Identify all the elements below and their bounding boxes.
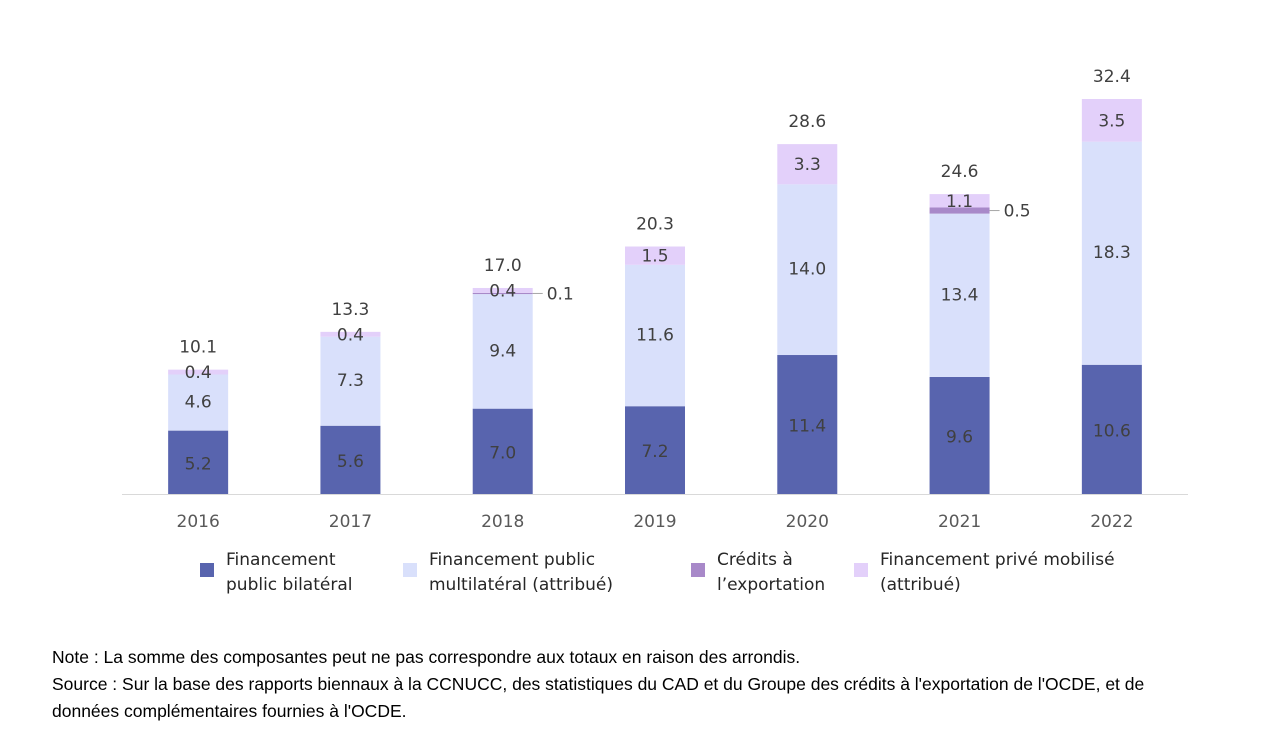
total-label-2020: 28.6 [788,112,826,132]
legend-label-bilateral: Financement public bilatéral [226,550,353,595]
bar-segment-private-2016 [168,369,229,375]
data-label-bilateral-2016: 5.2 [185,454,212,474]
total-label-2017: 13.3 [331,300,369,320]
bar-segment-bilateral-2019 [625,406,685,494]
total-label-2019: 20.3 [636,215,674,235]
bar-segment-export-credits-2021 [929,207,990,214]
chart-notes: Note : La somme des composantes peut ne … [52,644,1277,725]
data-label-bilateral-2021: 9.6 [946,427,973,447]
bar-segment-multilateral-2018 [472,294,533,409]
data-label-private-2017: 0.4 [337,325,364,345]
bar-segment-private-2021 [929,194,990,208]
bar-segment-export-credits-2018 [472,292,533,295]
data-label-bilateral-2020: 11.4 [788,417,826,437]
stacked-bar-chart: 5.2 4.6 0.4 10.1 2016 5.6 7.3 0.4 13.3 2017 7.0 9.4… [122,67,1188,532]
bar-segment-multilateral-2016 [168,374,229,431]
bar-segment-multilateral-2021 [929,213,990,377]
data-label-bilateral-2022: 10.6 [1093,421,1131,441]
bar-segment-bilateral-2016 [168,430,229,494]
bar-segment-bilateral-2022 [1081,364,1142,494]
x-tick-label-2018: 2018 [481,512,524,532]
total-label-2022: 32.4 [1093,67,1131,87]
legend-label-export-credits: Crédits à l’exportation [717,550,826,595]
bar-segment-private-2022 [1081,99,1142,142]
x-tick-label-2016: 2016 [177,512,220,532]
data-label-private-2018: 0.4 [489,281,516,301]
total-label-2016: 10.1 [179,338,217,358]
source-text-line-2: données complémentaires fournies à l'OCD… [52,701,407,721]
data-label-multilateral-2018: 9.4 [489,341,516,361]
chart-legend: Financement public bilatéral Financement… [0,548,1288,618]
legend-item-export-credits: Crédits à l’exportation [691,548,825,598]
bar-segment-bilateral-2018 [472,408,533,494]
bar-segment-private-2020 [777,144,838,185]
total-label-2021: 24.6 [941,162,979,182]
note-text: Note : La somme des composantes peut ne … [52,647,801,667]
legend-item-bilateral: Financement public bilatéral [200,548,352,598]
data-label-multilateral-2019: 11.6 [636,326,674,346]
bar-segment-private-2018 [472,287,533,293]
data-label-export-credits-2018: 0.1 [547,284,574,304]
data-label-export-credits-2021: 0.5 [1004,202,1031,222]
bar-segment-multilateral-2022 [1081,141,1142,365]
x-tick-label-2020: 2020 [786,512,829,532]
data-label-multilateral-2022: 18.3 [1093,243,1131,263]
source-text-line-1: Source : Sur la base des rapports bienna… [52,674,1145,694]
data-label-private-2022: 3.5 [1098,111,1125,131]
bar-segment-multilateral-2019 [625,264,685,407]
legend-swatch-export-credits [691,563,705,577]
bar-segment-bilateral-2017 [320,425,381,494]
bar-segment-bilateral-2021 [929,376,990,494]
data-label-bilateral-2019: 7.2 [641,442,668,462]
legend-swatch-bilateral [200,563,214,577]
legend-item-multilateral: Financement public multilatéral (attribu… [403,548,613,598]
data-label-multilateral-2017: 7.3 [337,371,364,391]
data-label-bilateral-2017: 5.6 [337,452,364,472]
x-tick-label-2017: 2017 [329,512,372,532]
data-label-multilateral-2021: 13.4 [941,285,979,305]
legend-swatch-private [854,563,868,577]
bar-segment-multilateral-2020 [777,184,838,356]
x-tick-label-2021: 2021 [938,512,981,532]
legend-label-multilateral: Financement public multilatéral (attribu… [429,550,613,595]
data-label-private-2020: 3.3 [794,155,821,175]
data-label-private-2021: 1.1 [946,192,973,212]
legend-item-private: Financement privé mobilisé (attribué) [854,548,1115,598]
data-label-multilateral-2020: 14.0 [788,260,826,280]
legend-swatch-multilateral [403,563,417,577]
total-label-2018: 17.0 [484,256,522,276]
bar-segment-multilateral-2017 [320,336,381,426]
bar-segment-bilateral-2020 [777,355,838,494]
data-label-multilateral-2016: 4.6 [185,393,212,413]
x-tick-label-2022: 2022 [1090,512,1133,532]
data-label-private-2016: 0.4 [185,363,212,383]
bar-segment-private-2017 [320,331,381,337]
x-tick-label-2019: 2019 [633,512,676,532]
data-label-private-2019: 1.5 [641,247,668,267]
bar-segment-private-2019 [625,246,685,265]
data-label-bilateral-2018: 7.0 [489,443,516,463]
legend-label-private: Financement privé mobilisé (attribué) [880,550,1115,595]
